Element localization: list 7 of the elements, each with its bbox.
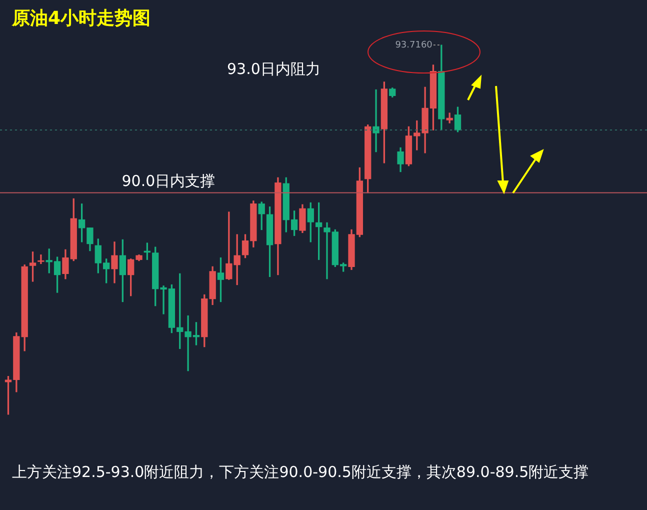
candlestick [38, 254, 44, 264]
text: 上方关注92.5-93.0附近阻力，下方关注90.0-90.5附近支撑，其次89.0-89.5附近支撑 [12, 462, 590, 483]
annotation: 93.0日内阻力 [227, 60, 320, 78]
ref-line-label: 90.0日内支撑 [122, 172, 216, 190]
chart-title: 原油4小时走势图 [12, 7, 151, 30]
candlestick [372, 89, 380, 152]
annotation: 93.7160 [395, 40, 433, 50]
